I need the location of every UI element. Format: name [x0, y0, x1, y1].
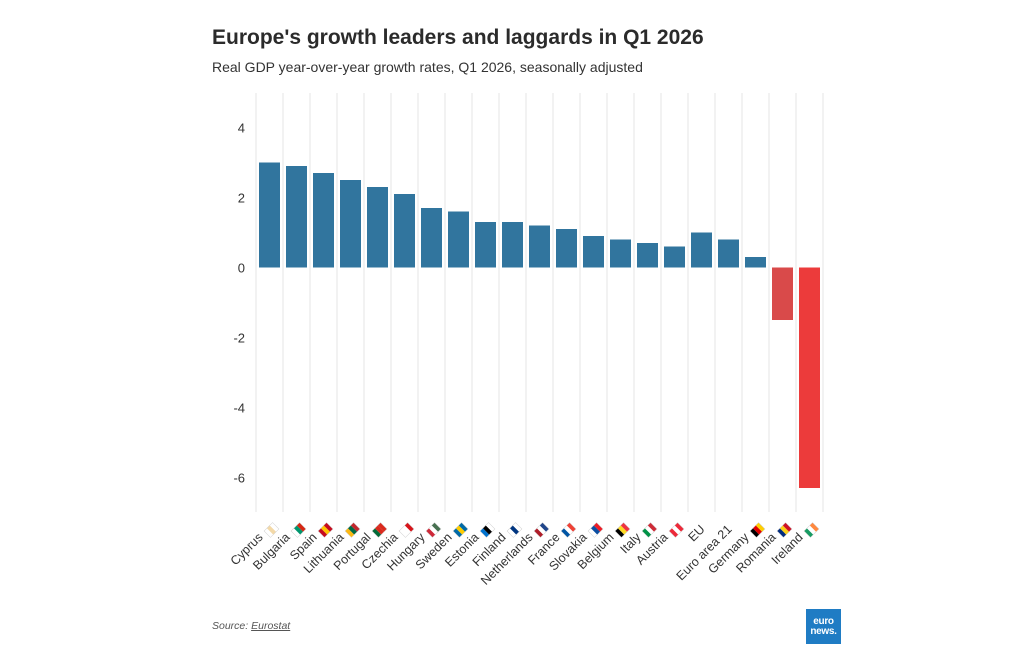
flag-lithuania-icon [344, 522, 361, 538]
flag-belgium-icon [614, 522, 631, 538]
bar[interactable] [340, 180, 361, 268]
y-tick-label: -4 [233, 401, 245, 416]
bar[interactable] [637, 243, 658, 268]
bar[interactable] [259, 162, 280, 268]
flag-czechia-icon [398, 522, 415, 538]
chart-subtitle: Real GDP year-over-year growth rates, Q1… [212, 59, 643, 75]
bar[interactable] [664, 246, 685, 268]
bar[interactable] [313, 173, 334, 268]
euronews-logo: euro news. [806, 609, 841, 644]
flag-romania-icon [776, 522, 793, 538]
flag-cyprus-icon [263, 522, 280, 538]
flag-estonia-icon [479, 522, 496, 538]
bar[interactable] [718, 239, 739, 268]
bar[interactable] [502, 222, 523, 268]
flag-italy-icon [641, 522, 658, 538]
flag-germany-icon [749, 522, 766, 538]
bar[interactable] [691, 232, 712, 268]
flag-bulgaria-icon [290, 522, 307, 538]
y-tick-label: -6 [233, 471, 245, 486]
bar[interactable] [475, 222, 496, 268]
flag-france-icon [560, 522, 577, 538]
source-note: Source: Eurostat [212, 620, 290, 632]
flag-portugal-icon [371, 522, 388, 538]
flag-austria-icon [668, 522, 685, 538]
logo-line-1: euro [813, 615, 834, 627]
chart-title: Europe's growth leaders and laggards in … [212, 26, 704, 49]
flag-hungary-icon [425, 522, 442, 538]
bar[interactable] [529, 225, 550, 268]
grid-lines [255, 93, 824, 512]
bar[interactable] [745, 257, 766, 268]
y-tick-label: 2 [238, 191, 245, 206]
y-tick-label: 4 [238, 121, 245, 136]
x-axis-labels: CyprusBulgariaSpainLithuaniaPortugalCzec… [228, 522, 820, 588]
flag-sweden-icon [452, 522, 469, 538]
bar[interactable] [772, 267, 793, 321]
bars [259, 162, 820, 489]
flag-netherlands-icon [533, 522, 550, 538]
x-tick-label: EU [685, 522, 707, 544]
source-link[interactable]: Eurostat [251, 620, 291, 632]
flag-ireland-icon [803, 522, 820, 538]
bar[interactable] [394, 194, 415, 268]
logo-line-2: news. [810, 625, 837, 637]
bar[interactable] [799, 267, 820, 489]
bar[interactable] [367, 187, 388, 268]
flag-finland-icon [506, 522, 523, 538]
y-tick-label: 0 [238, 261, 245, 276]
bar[interactable] [421, 208, 442, 268]
bar[interactable] [583, 236, 604, 268]
flag-slovakia-icon [587, 522, 604, 538]
bar[interactable] [448, 211, 469, 268]
bar[interactable] [610, 239, 631, 268]
bar[interactable] [286, 166, 307, 268]
y-tick-label: -2 [233, 331, 245, 346]
y-axis-ticks: 4 2 0 -2 -4 -6 [233, 121, 245, 486]
bar[interactable] [556, 229, 577, 268]
source-prefix: Source: [212, 620, 252, 632]
flag-spain-icon [317, 522, 334, 538]
